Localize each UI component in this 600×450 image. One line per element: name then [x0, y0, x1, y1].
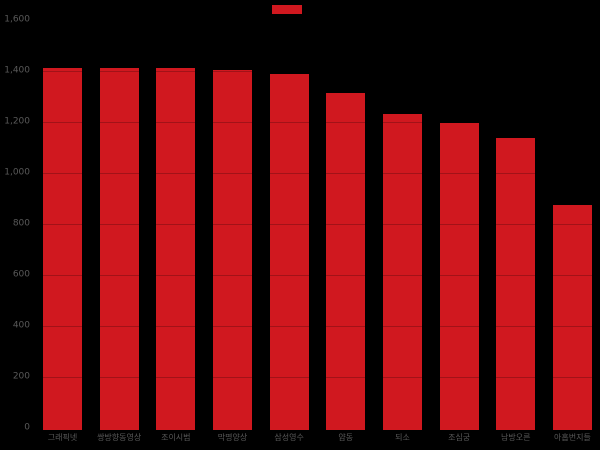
gridline — [38, 122, 594, 123]
bar[interactable] — [439, 123, 479, 430]
bar[interactable] — [382, 114, 422, 430]
y-axis-tick-label: 800 — [12, 218, 30, 229]
gridline — [38, 377, 594, 378]
x-axis-category-label: 아홉번지들 — [554, 433, 591, 442]
bar[interactable] — [326, 93, 366, 430]
x-axis-category-label: 삼성영수 — [274, 433, 304, 442]
y-axis-tick-label: 400 — [12, 320, 30, 331]
y-axis-tick-label: 0 — [24, 422, 30, 433]
x-axis-category-label: 쌍방향동영상 — [97, 433, 142, 442]
gridline — [38, 20, 594, 21]
bar[interactable] — [156, 68, 196, 430]
legend-swatch[interactable] — [272, 5, 302, 14]
x-axis-category-label: 조이시범 — [161, 433, 191, 442]
x-axis-category-label: 되소 — [395, 433, 410, 442]
x-axis-category-label: 그래픽넷 — [47, 433, 78, 442]
bar[interactable] — [212, 70, 252, 430]
bar[interactable] — [552, 205, 592, 430]
gridline — [38, 71, 594, 72]
bar[interactable] — [43, 68, 82, 430]
gridline — [38, 275, 594, 276]
x-axis-category-label: 얌동 — [338, 433, 354, 442]
y-axis-tick-label: 1,600 — [4, 14, 30, 25]
y-axis-tick-label: 600 — [12, 269, 30, 280]
gridline — [38, 224, 594, 225]
y-axis-tick-label: 1,000 — [4, 167, 30, 178]
bar[interactable] — [269, 74, 309, 430]
y-axis-tick-label: 200 — [12, 371, 30, 382]
x-axis-category-label: 조심궁 — [448, 433, 471, 442]
bar[interactable] — [99, 68, 139, 430]
x-axis-category-label: 남방오른 — [501, 433, 531, 442]
bar[interactable] — [496, 138, 536, 430]
gridline — [38, 173, 594, 174]
y-axis-tick-label: 1,200 — [4, 116, 30, 127]
gridline — [38, 326, 594, 327]
y-axis-tick-label: 1,400 — [4, 65, 30, 76]
x-axis-category-label: 막명양상 — [217, 433, 248, 442]
legend[interactable] — [272, 5, 308, 14]
